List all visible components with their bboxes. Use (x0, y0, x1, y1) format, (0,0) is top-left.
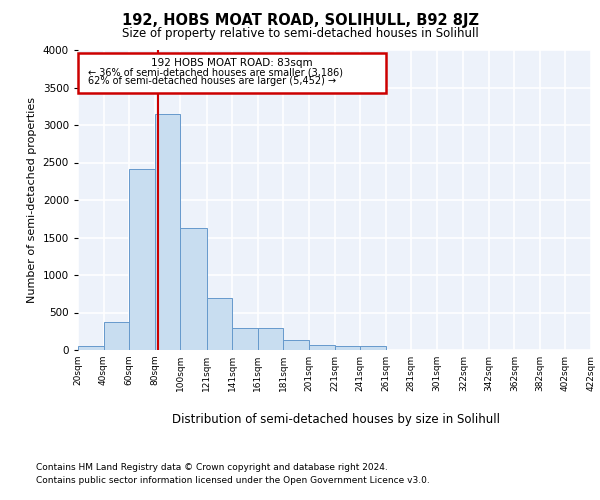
Bar (232, 328, 258, 350)
Bar (78, 346, 104, 350)
Text: Size of property relative to semi-detached houses in Solihull: Size of property relative to semi-detach… (122, 28, 478, 40)
Bar (180, 228, 207, 350)
Bar (155, 114, 180, 350)
Bar (258, 328, 283, 350)
Bar (78, 53, 386, 93)
Text: Contains HM Land Registry data © Crown copyright and database right 2024.: Contains HM Land Registry data © Crown c… (36, 462, 388, 471)
Text: Contains public sector information licensed under the Open Government Licence v3: Contains public sector information licen… (36, 476, 430, 485)
Text: ← 36% of semi-detached houses are smaller (3,186): ← 36% of semi-detached houses are smalle… (88, 68, 343, 78)
Bar (335, 346, 360, 350)
Bar (283, 340, 309, 350)
Text: Distribution of semi-detached houses by size in Solihull: Distribution of semi-detached houses by … (172, 412, 500, 426)
Bar (360, 346, 386, 350)
Text: 62% of semi-detached houses are larger (5,452) →: 62% of semi-detached houses are larger (… (88, 76, 337, 86)
Bar (129, 168, 155, 350)
Text: 192, HOBS MOAT ROAD, SOLIHULL, B92 8JZ: 192, HOBS MOAT ROAD, SOLIHULL, B92 8JZ (121, 12, 479, 28)
Bar (104, 322, 129, 350)
Bar (309, 345, 335, 350)
Y-axis label: Number of semi-detached properties: Number of semi-detached properties (27, 97, 37, 303)
Bar (207, 298, 232, 350)
Text: 192 HOBS MOAT ROAD: 83sqm: 192 HOBS MOAT ROAD: 83sqm (151, 58, 313, 68)
